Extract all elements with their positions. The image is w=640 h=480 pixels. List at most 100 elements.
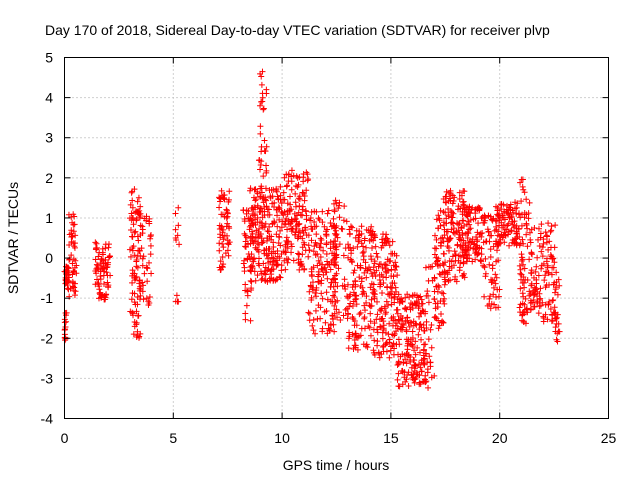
data-point — [242, 243, 249, 250]
data-point — [517, 179, 524, 186]
data-point — [314, 315, 321, 322]
data-point — [411, 357, 418, 364]
data-point — [268, 271, 275, 278]
data-point — [520, 240, 527, 247]
data-point — [491, 227, 498, 234]
data-point — [131, 252, 138, 259]
data-point — [313, 293, 319, 300]
data-point — [258, 270, 265, 277]
data-point — [536, 303, 543, 310]
data-point — [402, 378, 409, 385]
data-point — [456, 195, 463, 202]
data-point — [346, 226, 353, 233]
data-point — [175, 204, 182, 211]
data-point — [330, 292, 337, 299]
data-point — [448, 214, 455, 221]
data-point — [321, 264, 328, 271]
data-point — [256, 262, 263, 269]
data-point — [494, 207, 501, 214]
data-point — [392, 259, 399, 266]
y-axis-label: SDTVAR / TECUs — [5, 182, 21, 294]
y-tick-label: -2 — [41, 330, 54, 346]
data-point — [350, 298, 357, 305]
y-tick-label: 3 — [45, 130, 53, 146]
data-point — [263, 90, 270, 97]
data-point — [418, 336, 425, 343]
data-point — [464, 255, 471, 262]
data-point — [324, 275, 331, 282]
data-point — [253, 246, 260, 253]
data-point — [144, 265, 151, 272]
data-point — [136, 333, 143, 340]
data-point — [223, 207, 230, 214]
data-point — [418, 368, 425, 375]
y-tick-label: 1 — [45, 210, 53, 226]
x-tick-label: 25 — [601, 430, 617, 446]
data-point — [367, 303, 374, 310]
data-point — [62, 323, 69, 330]
data-point — [473, 234, 480, 241]
data-point — [433, 254, 440, 261]
data-point — [219, 253, 226, 260]
data-point — [132, 228, 139, 235]
data-point — [402, 294, 409, 301]
data-point — [494, 247, 501, 254]
data-point — [411, 379, 418, 386]
data-point — [556, 282, 563, 289]
data-point — [148, 270, 155, 277]
data-point — [293, 173, 300, 180]
data-point — [394, 272, 401, 279]
data-point — [216, 240, 223, 247]
data-point — [396, 383, 403, 390]
data-point — [271, 199, 278, 206]
x-tick-label: 10 — [274, 430, 290, 446]
data-point — [345, 345, 352, 352]
data-point — [535, 236, 542, 243]
data-point — [135, 237, 142, 244]
data-point — [498, 201, 505, 208]
data-point — [509, 221, 516, 228]
data-point — [525, 210, 532, 217]
data-point — [465, 218, 472, 225]
data-point — [223, 214, 230, 221]
data-point — [487, 246, 494, 253]
data-point — [476, 205, 483, 212]
data-point — [405, 369, 412, 376]
data-point — [501, 239, 508, 246]
data-point — [134, 233, 141, 240]
data-point — [523, 220, 530, 227]
data-point — [331, 250, 338, 257]
data-point — [407, 300, 414, 307]
data-point — [403, 328, 410, 335]
data-point — [474, 244, 481, 251]
data-point — [68, 238, 75, 245]
data-point — [438, 311, 445, 318]
data-point — [216, 204, 223, 211]
data-point — [308, 237, 315, 244]
data-point — [344, 281, 351, 288]
data-point — [382, 235, 389, 242]
data-point — [330, 238, 337, 245]
data-point — [412, 338, 419, 345]
data-point — [521, 189, 528, 196]
data-point — [280, 248, 287, 255]
data-point — [129, 279, 136, 286]
data-point — [531, 225, 538, 232]
data-point — [288, 167, 295, 174]
data-point — [219, 240, 226, 247]
data-point — [515, 226, 522, 233]
data-point — [294, 212, 301, 219]
data-point — [334, 283, 341, 290]
data-point — [137, 203, 144, 210]
data-point — [70, 211, 77, 218]
data-point — [299, 235, 306, 242]
data-point — [257, 208, 264, 215]
data-point — [263, 162, 270, 169]
data-point — [284, 200, 291, 207]
data-point — [257, 130, 264, 137]
data-point — [278, 224, 285, 231]
data-point — [285, 217, 292, 224]
data-point — [299, 203, 306, 210]
data-point — [176, 241, 183, 248]
data-point — [306, 310, 313, 317]
